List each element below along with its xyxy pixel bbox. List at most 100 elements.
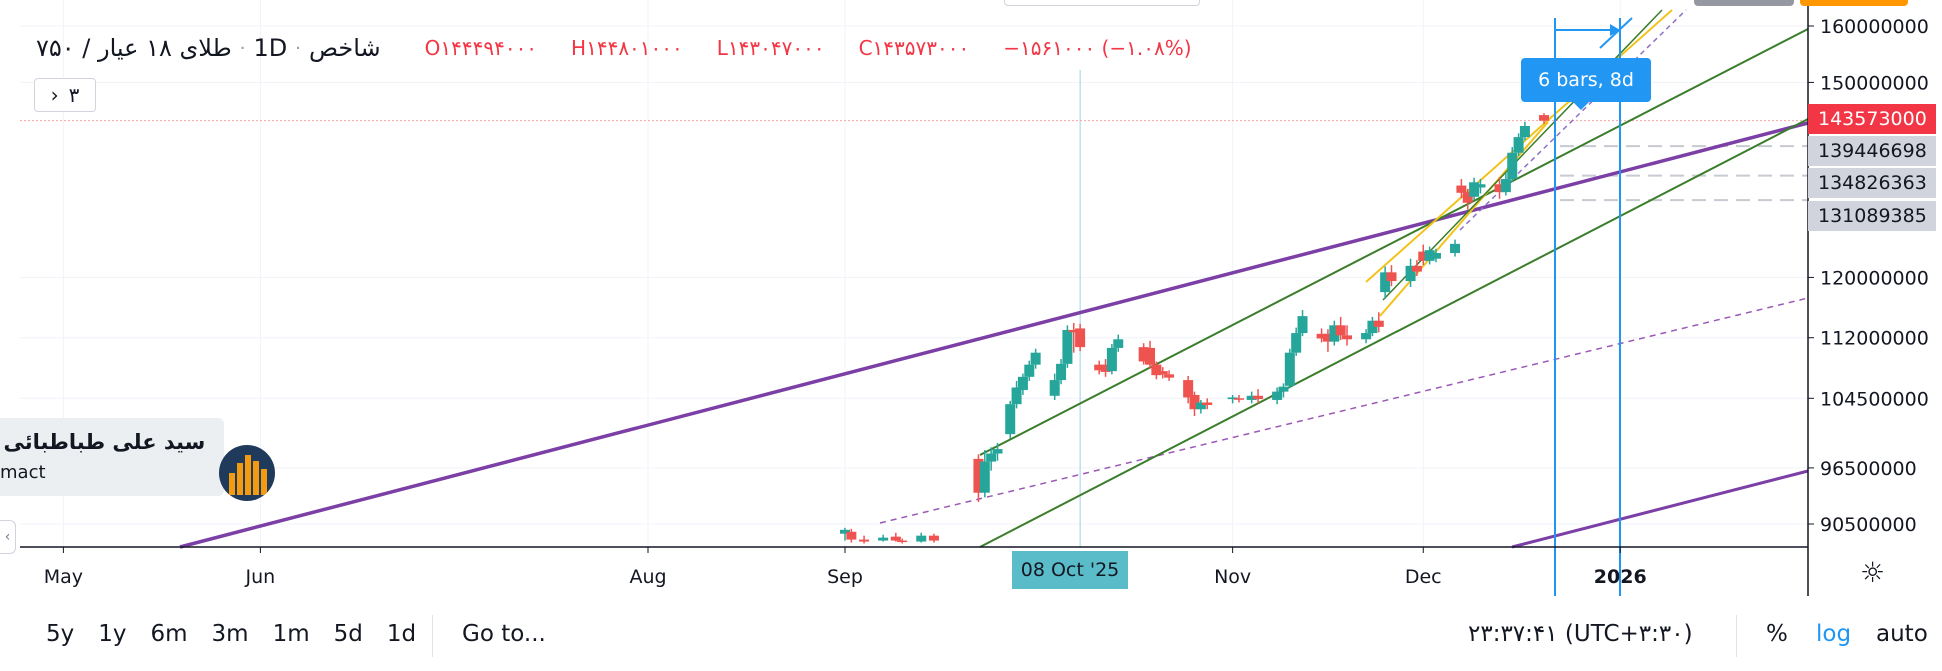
candle <box>1189 391 1200 417</box>
candle-body <box>1227 397 1238 400</box>
candle <box>890 532 901 542</box>
candle <box>1430 248 1441 263</box>
change-value: −۱۵۶۱۰۰۰ (−۱.۰۸%) <box>1003 36 1192 60</box>
y-tick-label: 90500000 <box>1820 514 1917 536</box>
candle <box>1494 177 1505 199</box>
candle-body <box>1291 333 1302 353</box>
level-price-tag: 131089385 <box>1808 201 1936 231</box>
yellow-channel-line <box>1379 121 1549 317</box>
low-value: L۱۴۳۰۴۷۰۰۰ <box>716 36 825 60</box>
candle <box>1361 329 1372 344</box>
log-scale-button[interactable]: log <box>1816 621 1852 647</box>
sun-settings-icon[interactable]: ☼ <box>1860 556 1886 589</box>
candle-body <box>1017 376 1028 390</box>
candle-body <box>986 453 997 462</box>
timezone-clock[interactable]: ۲۳:۳۷:۴۱ (UTC+۳:۳۰) <box>1468 621 1693 647</box>
candle-body <box>1424 250 1435 261</box>
y-tick-label: 104500000 <box>1820 388 1929 410</box>
candle-body <box>973 458 984 493</box>
candle-body <box>1539 115 1549 121</box>
chart-axes: 90500000 96500000 104500000 112000000 120000… <box>20 0 1929 596</box>
range-button-1d[interactable]: 1d <box>386 621 417 647</box>
chart-drawings <box>20 9 1809 596</box>
candle-body <box>1316 333 1327 339</box>
green-channel-line <box>979 118 1809 548</box>
avatar[interactable] <box>219 445 275 501</box>
range-button-1m[interactable]: 1m <box>272 621 310 647</box>
candle-body <box>890 536 901 541</box>
candle <box>1405 258 1416 287</box>
candle-body <box>1011 387 1022 405</box>
range-button-1y[interactable]: 1y <box>98 621 127 647</box>
interval-label[interactable]: 1D <box>253 34 288 62</box>
candle <box>846 528 857 543</box>
candle-body <box>1500 179 1511 193</box>
candle <box>1183 375 1194 404</box>
candle <box>1005 400 1016 439</box>
candle-body <box>1278 386 1289 392</box>
candle-body <box>1113 339 1124 348</box>
candle-body <box>1024 364 1035 377</box>
candle-body <box>1164 374 1175 378</box>
level-price-tag: 139446698 <box>1808 136 1936 166</box>
range-button-3m[interactable]: 3m <box>211 621 249 647</box>
candle <box>1195 399 1206 414</box>
auto-scale-button[interactable]: auto <box>1876 621 1928 647</box>
candle-body <box>878 537 889 541</box>
candle-body <box>979 461 990 493</box>
candle-body <box>1202 402 1213 406</box>
candle <box>1151 361 1162 380</box>
candle-body <box>1075 328 1086 348</box>
candle-body <box>1062 329 1073 364</box>
candle-body <box>897 540 908 543</box>
toolbar-button-partial[interactable] <box>1800 0 1908 6</box>
goto-button[interactable]: Go to... <box>462 621 546 647</box>
candle <box>1291 327 1302 356</box>
percent-scale-button[interactable]: % <box>1766 621 1788 647</box>
candle <box>1030 348 1041 369</box>
candle <box>1418 244 1429 266</box>
candle-body <box>1183 380 1194 398</box>
chevron-left-icon: ‹ <box>4 529 11 545</box>
range-button-6m[interactable]: 6m <box>150 621 188 647</box>
date-range-tooltip: 6 bars, 8d <box>1521 58 1651 110</box>
candle-body <box>840 529 850 534</box>
candle-body <box>1005 404 1016 435</box>
sidebar-toggle-button[interactable]: ‹ <box>0 520 16 554</box>
date-range-line <box>1599 17 1633 49</box>
candle <box>1500 173 1511 196</box>
range-button-5y[interactable]: 5y <box>46 621 75 647</box>
range-selector: 5y 1y 6m 3m 1m 5d 1d <box>46 621 416 647</box>
indicators-collapse-button[interactable]: › ۳ <box>34 78 96 112</box>
toolbar-divider <box>432 615 433 657</box>
candle <box>1272 387 1283 405</box>
candle <box>1062 325 1073 368</box>
candle-body <box>1418 251 1429 261</box>
range-button-5d[interactable]: 5d <box>333 621 363 647</box>
candle <box>1094 360 1105 375</box>
candle <box>1322 329 1333 352</box>
candle-body <box>1519 126 1530 138</box>
candle <box>1424 246 1435 265</box>
author-card[interactable]: سید علی طباطبائی مـ mact <box>0 418 224 496</box>
candle <box>1519 121 1530 141</box>
y-tick-label: 96500000 <box>1820 458 1917 480</box>
candle-body <box>1469 182 1480 197</box>
candle <box>1056 359 1067 385</box>
candle <box>840 527 850 541</box>
toolbar-button-partial[interactable] <box>1694 0 1794 6</box>
candle <box>1075 323 1086 352</box>
x-tick-label: May <box>44 566 83 588</box>
candle-body <box>1405 265 1416 282</box>
y-tick-label: 120000000 <box>1820 267 1929 289</box>
candle <box>1462 188 1473 210</box>
candle <box>1024 360 1035 381</box>
symbol-name[interactable]: طلای ۱۸ عیار / ۷۵۰ <box>36 34 232 62</box>
candle-body <box>1138 347 1149 362</box>
candle-body <box>1100 364 1111 372</box>
candle <box>986 447 997 471</box>
candle-body <box>1253 395 1264 400</box>
toolbar-button-partial[interactable] <box>1004 0 1200 6</box>
candle <box>1316 328 1327 343</box>
